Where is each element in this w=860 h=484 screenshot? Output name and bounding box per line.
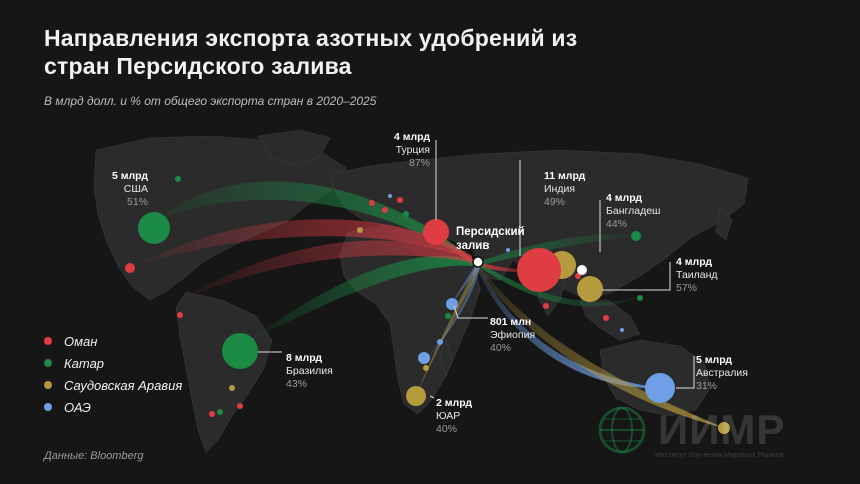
- flow-mexico: [130, 219, 472, 268]
- bubble-australia: [645, 373, 675, 403]
- legend-item-uae: ОАЭ: [44, 396, 182, 418]
- label-ethiopia: 801 млн Эфиопия 40%: [490, 316, 536, 354]
- label-turkey: 4 млрд Турция 87%: [393, 131, 430, 169]
- label-australia: 5 млрд Австралия 31%: [696, 354, 748, 392]
- bubble-east-africa: [418, 352, 430, 364]
- bubble-bangladesh: [631, 231, 641, 241]
- bubble-usa: [138, 212, 170, 244]
- legend-item-qatar: Катар: [44, 352, 182, 374]
- bubble-thailand: [577, 276, 603, 302]
- flow-usa: [154, 181, 476, 262]
- globe-logo-icon: [598, 406, 646, 454]
- hub-marker: [472, 256, 484, 268]
- flow-south-africa: [416, 266, 480, 396]
- bubble-india-small: [577, 265, 587, 275]
- flow-ethiopia: [452, 264, 480, 304]
- leader-lines: [258, 140, 695, 399]
- flow-seasia-green: [478, 262, 640, 307]
- label-thailand: 4 млрд Таиланд 57%: [676, 256, 718, 294]
- data-source: Данные: Bloomberg: [44, 450, 144, 462]
- label-bangladesh: 4 млрд Бангладеш 44%: [606, 192, 661, 230]
- label-south-africa: 2 млрд ЮАР 40%: [436, 397, 473, 435]
- label-india: 11 млрд Индия 49%: [544, 170, 586, 208]
- logo-text: ИИМР: [658, 406, 786, 453]
- legend-dot-icon: [44, 403, 52, 411]
- flow-east-africa: [428, 266, 480, 358]
- bubble-turkey: [423, 219, 449, 245]
- label-brazil: 8 млрд Бразилия 43%: [286, 352, 333, 390]
- page-subtitle: В млрд долл. и % от общего экспорта стра…: [44, 94, 377, 108]
- flow-australia: [476, 264, 660, 389]
- hub-label: Персидский залив: [456, 226, 525, 252]
- logo-subtitle: Институт Изучения Мировых Рынков: [655, 450, 784, 459]
- flow-brazil: [248, 255, 476, 342]
- bubbles: [125, 212, 730, 434]
- bubble-brazil: [222, 333, 258, 369]
- label-usa: 5 млрд США 51%: [111, 170, 148, 208]
- page-title: Направления экспорта азотных удобрений и…: [44, 25, 578, 79]
- legend-dot-icon: [44, 359, 52, 367]
- flow-india: [478, 262, 540, 273]
- bubble-ethiopia: [446, 298, 458, 310]
- bubble-south-africa: [406, 386, 426, 406]
- legend-dot-icon: [44, 337, 52, 345]
- legend-item-saudi: Саудовская Аравия: [44, 374, 182, 396]
- bubble-india: [517, 248, 561, 292]
- legend-dot-icon: [44, 381, 52, 389]
- legend-item-oman: Оман: [44, 330, 182, 352]
- flow-americas-red: [180, 240, 470, 300]
- bubble-nz: [718, 422, 730, 434]
- flow-ribbons: [130, 181, 724, 428]
- flow-bangladesh: [478, 234, 636, 266]
- legend: Оман Катар Саудовская Аравия ОАЭ: [44, 330, 182, 418]
- bubble-mexico: [125, 263, 135, 273]
